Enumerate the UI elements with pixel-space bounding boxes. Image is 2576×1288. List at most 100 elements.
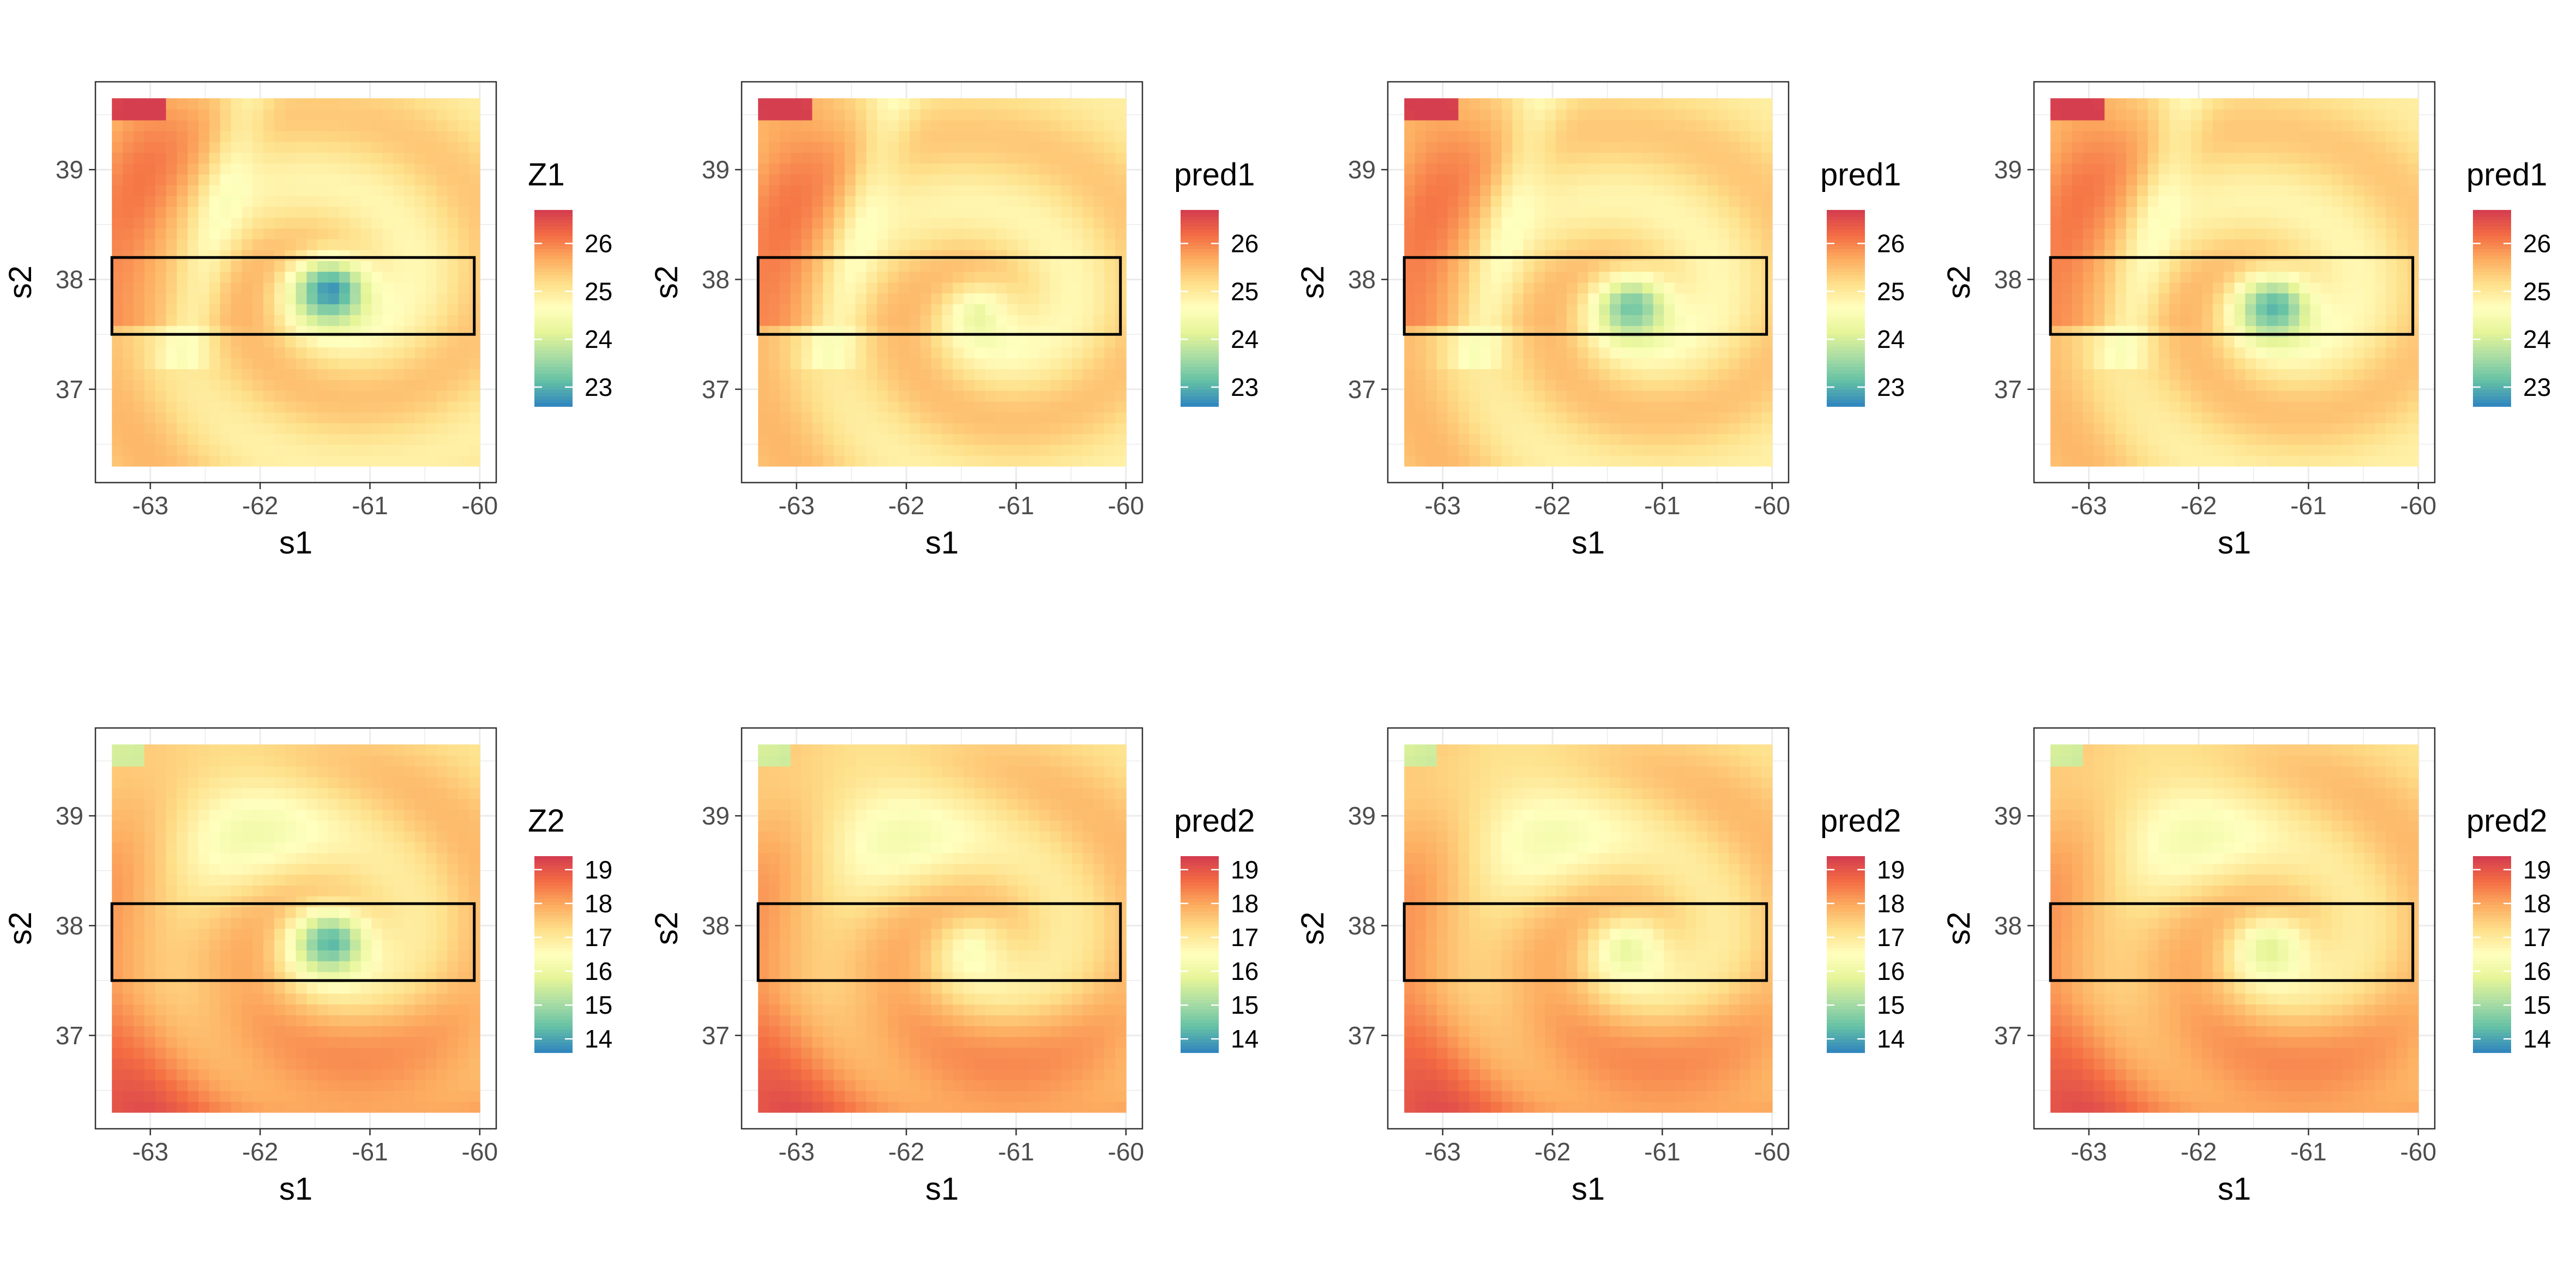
- heatmap-cell: [2223, 163, 2235, 174]
- heatmap-cell: [296, 444, 308, 456]
- heatmap-cell: [296, 130, 308, 142]
- heatmap-cell: [317, 315, 329, 326]
- heatmap-cell: [2072, 336, 2084, 348]
- heatmap-cell: [2093, 455, 2105, 467]
- heatmap-cell: [1740, 141, 1751, 153]
- heatmap-cell: [920, 228, 932, 239]
- heatmap-cell: [1039, 380, 1051, 391]
- heatmap-cell: [296, 412, 308, 424]
- heatmap-cell: [931, 390, 943, 402]
- heatmap-cell: [1490, 163, 1502, 174]
- heatmap-cell: [2277, 401, 2289, 413]
- heatmap-cell: [779, 163, 791, 174]
- heatmap-cell: [2223, 271, 2235, 283]
- heatmap-cell: [198, 412, 210, 424]
- heatmap-cell: [436, 130, 448, 142]
- heatmap-cell: [1696, 282, 1708, 294]
- heatmap-cell: [942, 152, 954, 164]
- heatmap-cell: [274, 369, 286, 380]
- heatmap-cell: [1093, 195, 1105, 207]
- heatmap-cell: [2072, 282, 2084, 294]
- heatmap-cell: [393, 423, 405, 435]
- heatmap-cell: [2201, 228, 2213, 239]
- heatmap-cell: [436, 347, 448, 359]
- heatmap-cell: [844, 369, 856, 380]
- heatmap-cell: [823, 358, 834, 370]
- heatmap-cell: [2342, 228, 2354, 239]
- legend-color-step: [1827, 334, 1865, 338]
- heatmap-cell: [1425, 152, 1437, 164]
- heatmap-cell: [317, 228, 329, 239]
- heatmap-cell: [1415, 119, 1427, 131]
- heatmap-cell: [1072, 174, 1084, 185]
- heatmap-cell: [2407, 401, 2419, 413]
- heatmap-cell: [1512, 152, 1524, 164]
- heatmap-cell: [899, 315, 910, 326]
- heatmap-cell: [155, 390, 167, 402]
- heatmap-cell: [2332, 239, 2343, 250]
- legend-color-step: [534, 390, 573, 394]
- heatmap-cell: [1686, 369, 1697, 380]
- heatmap-cell: [1104, 282, 1116, 294]
- heatmap-cell: [2158, 358, 2170, 370]
- heatmap-cell: [1018, 152, 1030, 164]
- heatmap-cell: [1750, 455, 1762, 467]
- heatmap-cell: [1490, 401, 1502, 413]
- heatmap-cell: [2332, 152, 2343, 164]
- legend-color-step: [534, 374, 573, 377]
- heatmap-cell: [436, 455, 448, 467]
- heatmap-cell: [317, 98, 329, 110]
- heatmap-cell: [328, 163, 340, 174]
- heatmap-cell: [1555, 347, 1567, 359]
- heatmap-cell: [242, 455, 253, 467]
- heatmap-cell: [974, 271, 986, 283]
- heatmap-cell: [812, 455, 824, 467]
- panel-border: [94, 81, 497, 484]
- heatmap-cell: [166, 119, 178, 131]
- heatmap-cell: [834, 130, 845, 142]
- heatmap-cell: [1566, 423, 1578, 435]
- heatmap-cell: [209, 195, 221, 207]
- heatmap-cell: [414, 271, 426, 283]
- heatmap-cell: [274, 304, 286, 315]
- heatmap-cell: [1631, 98, 1643, 110]
- heatmap-cell: [447, 130, 459, 142]
- legend-color-step: [1827, 383, 1865, 387]
- heatmap-cell: [899, 347, 910, 359]
- heatmap-cell: [834, 444, 845, 456]
- heatmap-cell: [458, 390, 470, 402]
- heatmap-cell: [2342, 152, 2354, 164]
- heatmap-cell: [1642, 423, 1654, 435]
- heatmap-cell: [801, 412, 813, 424]
- heatmap-cell: [2375, 401, 2387, 413]
- heatmap-cell: [1577, 358, 1589, 370]
- heatmap-cell: [1718, 163, 1730, 174]
- heatmap-cell: [823, 282, 834, 294]
- heatmap-cell: [144, 109, 156, 121]
- heatmap-cell: [133, 119, 145, 131]
- heatmap-cell: [2050, 304, 2062, 315]
- heatmap-cell: [1480, 260, 1491, 272]
- heatmap-cell: [188, 282, 199, 294]
- heatmap-cell: [1621, 239, 1632, 250]
- heatmap-cell: [834, 174, 845, 185]
- heatmap-cell: [1436, 444, 1448, 456]
- heatmap-cell: [1404, 293, 1416, 304]
- heatmap-cell: [447, 380, 459, 391]
- heatmap-cell: [2050, 217, 2062, 229]
- heatmap-cell: [2299, 336, 2311, 348]
- heatmap-cell: [1696, 434, 1708, 445]
- heatmap-cell: [188, 390, 199, 402]
- legend-color-step: [1181, 236, 1219, 240]
- heatmap-cell: [1750, 174, 1762, 185]
- heatmap-cell: [1404, 260, 1416, 272]
- heatmap-cell: [2321, 390, 2332, 402]
- heatmap-cell: [242, 293, 253, 304]
- heatmap-cell: [274, 455, 286, 467]
- heatmap-cell: [1555, 228, 1567, 239]
- heatmap-cell: [1610, 282, 1621, 294]
- heatmap-cell: [2104, 423, 2116, 435]
- heatmap-cell: [812, 434, 824, 445]
- heatmap-cell: [1415, 455, 1427, 467]
